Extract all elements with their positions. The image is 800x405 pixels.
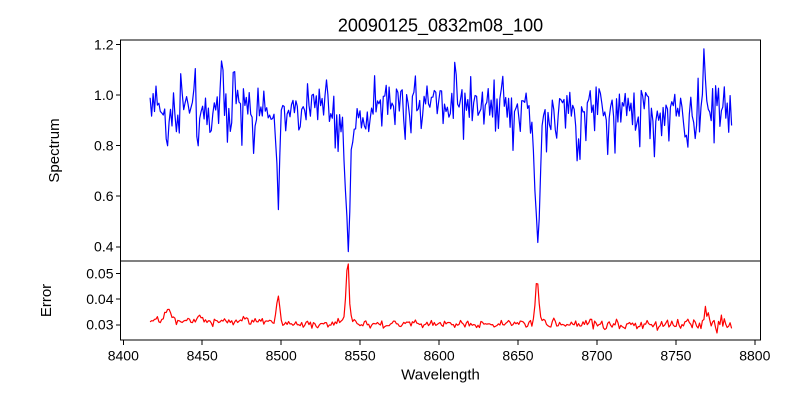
svg-text:0.6: 0.6 (94, 188, 114, 204)
svg-text:0.4: 0.4 (94, 239, 114, 255)
svg-text:8500: 8500 (266, 348, 297, 364)
svg-text:8650: 8650 (502, 348, 533, 364)
svg-text:Wavelength: Wavelength (401, 367, 480, 384)
svg-text:8750: 8750 (660, 348, 691, 364)
svg-text:1.0: 1.0 (94, 87, 114, 103)
svg-text:0.03: 0.03 (86, 317, 113, 333)
svg-text:8450: 8450 (187, 348, 218, 364)
svg-text:1.2: 1.2 (94, 37, 114, 53)
svg-text:8400: 8400 (108, 348, 139, 364)
svg-text:8700: 8700 (581, 348, 612, 364)
svg-text:Error: Error (38, 284, 55, 317)
svg-text:20090125_0832m08_100: 20090125_0832m08_100 (338, 16, 543, 37)
svg-text:8600: 8600 (424, 348, 455, 364)
svg-text:0.04: 0.04 (86, 291, 113, 307)
svg-text:Spectrum: Spectrum (46, 118, 63, 182)
svg-text:8800: 8800 (739, 348, 770, 364)
svg-text:0.05: 0.05 (86, 266, 113, 282)
svg-text:0.8: 0.8 (94, 138, 114, 154)
svg-text:8550: 8550 (345, 348, 376, 364)
